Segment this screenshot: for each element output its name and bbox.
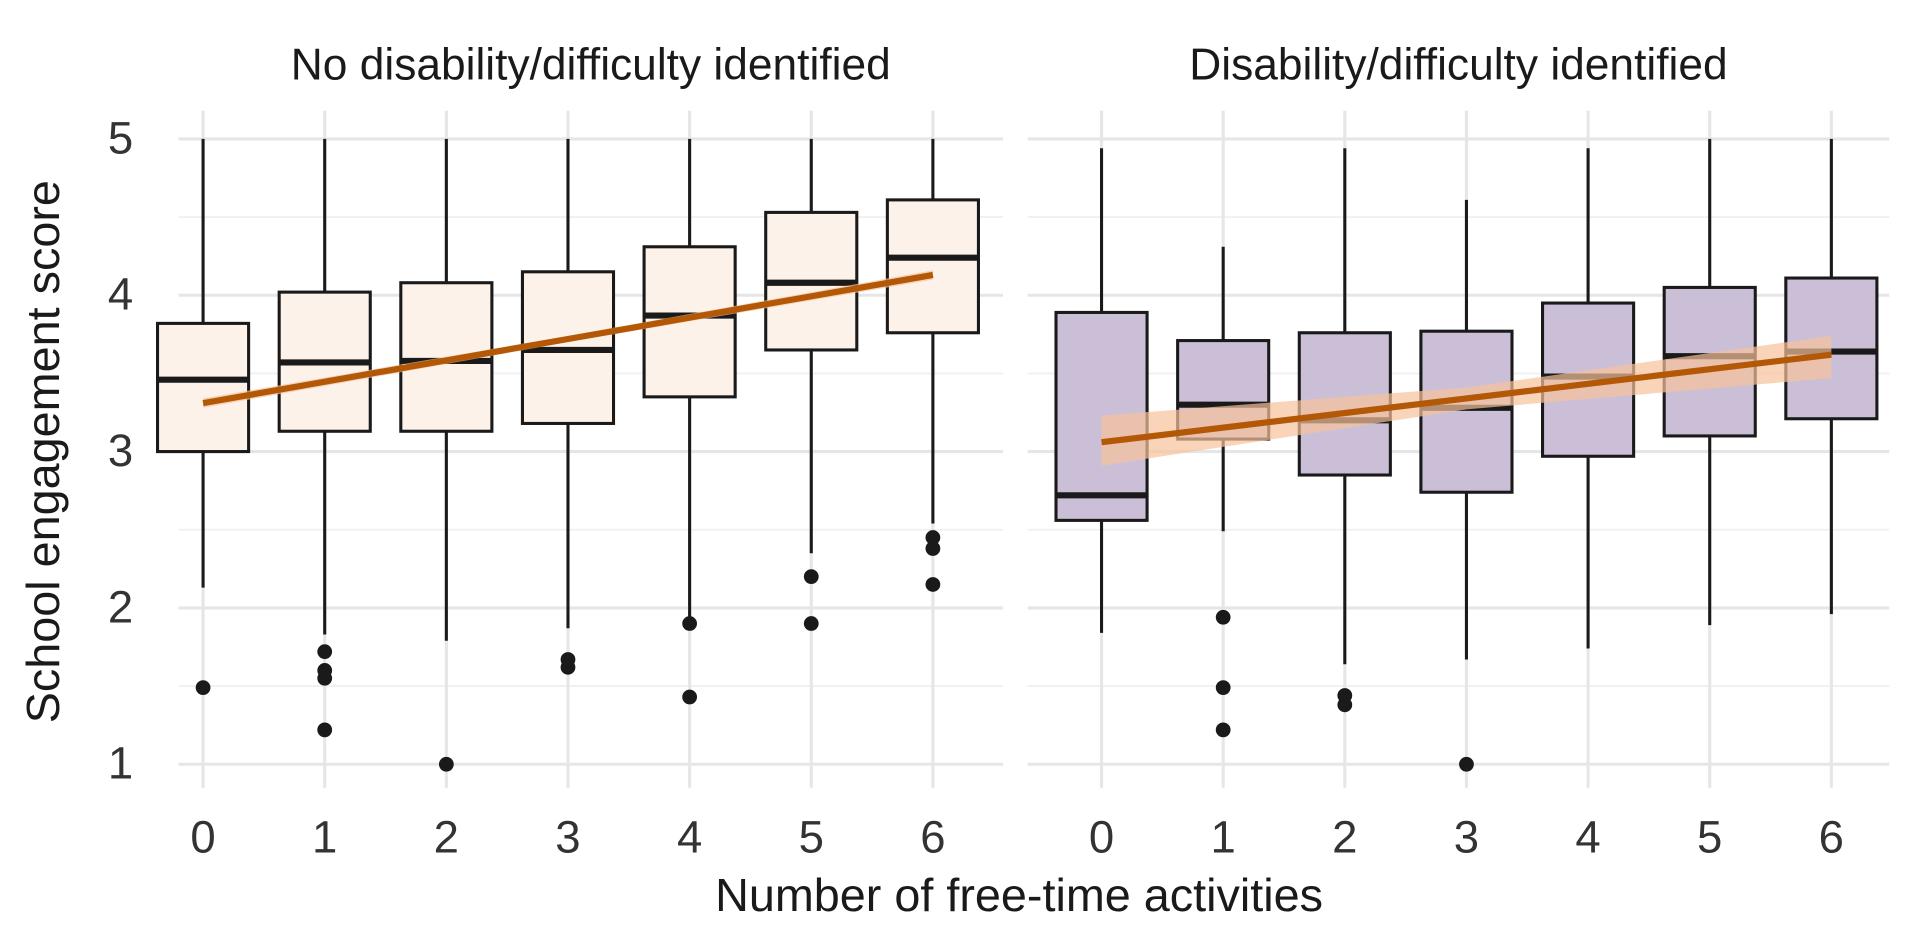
outlier xyxy=(1215,722,1231,738)
panel-title: No disability/difficulty identified xyxy=(291,40,891,89)
outlier xyxy=(1337,697,1353,713)
trend-line xyxy=(202,271,934,407)
outlier xyxy=(925,541,941,556)
panel-title: Disability/difficulty identified xyxy=(1189,40,1727,89)
outlier xyxy=(1459,756,1474,772)
x-tick-label: 3 xyxy=(1454,812,1479,863)
outlier xyxy=(317,722,333,738)
y-tick-label: 3 xyxy=(108,425,133,476)
outlier xyxy=(1215,680,1231,696)
outlier xyxy=(317,670,333,686)
x-tick-label: 0 xyxy=(190,812,215,863)
x-axis-label: Number of free-time activities xyxy=(715,869,1323,921)
y-tick-label: 4 xyxy=(108,269,133,320)
x-tick-label: 2 xyxy=(434,812,459,863)
outlier xyxy=(803,616,819,631)
trend-line xyxy=(1101,351,1832,446)
box xyxy=(156,321,251,454)
outlier xyxy=(317,644,333,660)
x-tick-label: 4 xyxy=(677,812,702,863)
outlier xyxy=(682,689,698,705)
x-tick-label: 6 xyxy=(920,812,945,863)
box xyxy=(885,198,980,335)
x-tick-label: 4 xyxy=(1575,812,1600,863)
y-axis-label: School engagement score xyxy=(17,180,69,723)
outlier xyxy=(195,680,211,696)
outlier xyxy=(438,756,454,772)
x-tick-label: 0 xyxy=(1089,812,1114,863)
outlier xyxy=(682,616,698,631)
outlier xyxy=(925,577,941,592)
y-tick-label: 2 xyxy=(108,581,133,632)
x-tick-label: 5 xyxy=(1697,812,1722,863)
x-tick-label: 1 xyxy=(312,812,337,863)
x-tick-label: 3 xyxy=(555,812,580,863)
x-tick-label: 6 xyxy=(1819,812,1844,863)
x-tick-label: 5 xyxy=(799,812,824,863)
outlier xyxy=(560,659,576,675)
x-tick-label: 2 xyxy=(1332,812,1357,863)
outlier xyxy=(803,569,819,585)
x-tick-label: 1 xyxy=(1211,812,1236,863)
outlier xyxy=(925,530,941,545)
y-tick-label: 5 xyxy=(108,112,133,163)
outlier xyxy=(1215,609,1231,625)
y-tick-label: 1 xyxy=(108,738,133,789)
